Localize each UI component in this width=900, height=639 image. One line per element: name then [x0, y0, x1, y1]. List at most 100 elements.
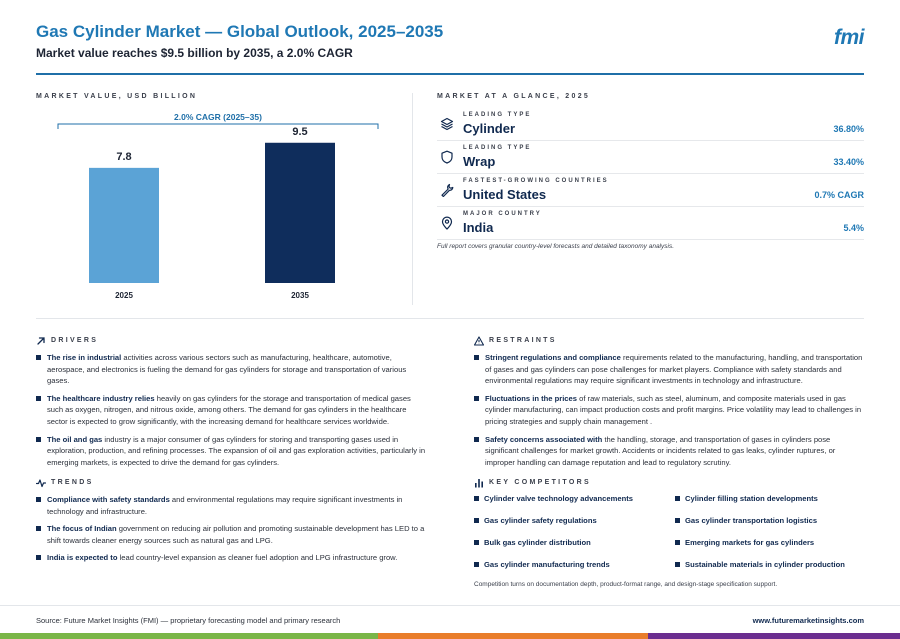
competitors-label: KEY COMPETITORS: [489, 479, 591, 486]
website-link[interactable]: www.futuremarketinsights.com: [752, 616, 864, 625]
glance-kicker: FASTEST-GROWING COUNTRIES: [463, 178, 609, 184]
arrow-up-right-icon: [37, 337, 45, 345]
restraints-list: Stringent regulations and compliance req…: [474, 352, 864, 468]
glance-kicker: LEADING TYPE: [463, 145, 532, 151]
market-value-chart: 2.0% CAGR (2025–35) 7.8 2025 9.5 2035: [57, 112, 379, 300]
drivers-heading: DRIVERS: [36, 335, 426, 347]
color-band-purple: [648, 633, 900, 639]
glance-footnote: Full report covers granular country-leve…: [437, 243, 675, 250]
glance-value: 0.7% CAGR: [814, 190, 864, 200]
warning-icon: [474, 336, 484, 346]
bullet-text: lead country-level expansion as cleaner …: [117, 553, 398, 563]
list-item: The oil and gas industry is a major cons…: [36, 434, 426, 469]
fmi-logo[interactable]: fmi: [834, 26, 865, 49]
bar-2035: [265, 142, 335, 283]
bullet-text: of raw materials, such as steel, aluminu…: [485, 393, 862, 426]
category-label: 2035: [291, 291, 309, 300]
bullet-text: the handling, storage, and transportatio…: [485, 434, 836, 467]
pulse-icon: [36, 479, 46, 488]
bullet-lead: Fluctuations in the prices: [485, 393, 577, 403]
glance-name: Wrap: [463, 154, 496, 169]
glance-kicker: LEADING TYPE: [463, 112, 532, 118]
trends-section: TRENDS Compliance with safety standards …: [36, 477, 426, 570]
drivers-label: DRIVERS: [51, 337, 99, 344]
bullet-lead: Safety concerns associated with: [485, 434, 603, 444]
glance-list: LEADING TYPE Cylinder 36.80% LEADING TYP…: [437, 108, 864, 240]
competitors-heading: KEY COMPETITORS: [474, 477, 866, 489]
glance-row-india: MAJOR COUNTRY India 5.4%: [437, 207, 864, 240]
category-label: 2025: [115, 291, 133, 300]
list-item: Safety concerns associated with the hand…: [474, 434, 864, 469]
competitor-item: Cylinder filling station developments: [675, 494, 866, 503]
source-note: Source: Future Market Insights (FMI) — p…: [36, 616, 341, 625]
competitors-grid: Cylinder valve technology advancements C…: [474, 494, 866, 569]
glance-row-united-states: FASTEST-GROWING COUNTRIES United States …: [437, 174, 864, 207]
list-item: Compliance with safety standards and env…: [36, 494, 426, 517]
competitor-item: Sustainable materials in cylinder produc…: [675, 560, 866, 569]
bullet-text: and environmental regulations may requir…: [47, 495, 403, 516]
bullet-lead: The healthcare industry relies: [47, 393, 155, 403]
restraints-label: RESTRAINTS: [489, 337, 557, 344]
bullet-lead: Compliance with safety standards: [47, 495, 170, 504]
report-header: Gas Cylinder Market — Global Outlook, 20…: [36, 22, 865, 60]
bullet-lead: India is expected to: [47, 553, 118, 563]
list-item: The focus of Indian government on reduci…: [36, 523, 426, 546]
page-subtitle: Market value reaches $9.5 billion by 203…: [36, 46, 353, 60]
glance-name: Cylinder: [463, 121, 516, 136]
competitor-item: Cylinder valve technology advancements: [474, 494, 675, 503]
color-band-green: [0, 633, 378, 639]
cagr-bracket: [57, 123, 379, 129]
glance-name: United States: [463, 187, 547, 202]
competitors-footnote: Competition turns on documentation depth…: [474, 581, 778, 588]
color-band-orange: [378, 633, 648, 639]
drivers-list: The rise in industrial activities across…: [36, 352, 426, 468]
list-item: The healthcare industry relies heavily o…: [36, 393, 426, 428]
data-label: 7.8: [116, 151, 131, 163]
list-item: India is expected to lead country-level …: [36, 552, 426, 564]
shield-icon: [441, 150, 453, 164]
cagr-annotation: 2.0% CAGR (2025–35): [174, 112, 262, 122]
glance-row-wrap: LEADING TYPE Wrap 33.40%: [437, 141, 864, 174]
restraints-section: RESTRAINTS Stringent regulations and com…: [474, 335, 864, 474]
list-item: Stringent regulations and compliance req…: [474, 352, 864, 387]
section-divider: [36, 318, 864, 319]
competitor-item: Gas cylinder safety regulations: [474, 516, 675, 525]
restraints-heading: RESTRAINTS: [474, 335, 864, 347]
competitor-item: Bulk gas cylinder distribution: [474, 538, 675, 547]
bullet-text: industry is a major consumer of gas cyli…: [47, 434, 426, 467]
bullet-text: government on reducing air pollution and…: [47, 524, 425, 545]
glance-row-cylinder: LEADING TYPE Cylinder 36.80%: [437, 108, 864, 141]
glance-value: 33.40%: [833, 157, 864, 167]
layers-icon: [440, 117, 454, 131]
bullet-text: activities across various sectors such a…: [47, 353, 407, 386]
trends-heading: TRENDS: [36, 477, 426, 489]
competitor-item: Gas cylinder manufacturing trends: [474, 560, 675, 569]
glance-value: 5.4%: [843, 223, 864, 233]
glance-kicker: MAJOR COUNTRY: [463, 211, 542, 217]
bullet-lead: The rise in industrial: [47, 353, 122, 362]
header-divider: [36, 73, 864, 75]
trends-label: TRENDS: [51, 479, 94, 486]
competitor-item: Gas cylinder transportation logistics: [675, 516, 866, 525]
bullet-lead: Stringent regulations and compliance: [485, 353, 621, 362]
bullet-lead: The focus of Indian: [47, 524, 117, 534]
glance-name: India: [463, 220, 494, 235]
drivers-section: DRIVERS The rise in industrial activitie…: [36, 335, 426, 474]
trends-list: Compliance with safety standards and env…: [36, 494, 426, 564]
competitors-section: KEY COMPETITORS Cylinder valve technolog…: [474, 477, 866, 569]
data-label: 9.5: [292, 126, 307, 138]
vertical-divider: [412, 93, 413, 305]
competitor-item: Emerging markets for gas cylinders: [675, 538, 866, 547]
page-title: Gas Cylinder Market — Global Outlook, 20…: [36, 22, 444, 41]
wrench-icon: [441, 183, 454, 197]
list-item: Fluctuations in the prices of raw materi…: [474, 393, 864, 428]
bullet-text: heavily on gas cylinders for the storage…: [47, 393, 411, 426]
bullet-lead: The oil and gas: [47, 434, 103, 444]
bar-2025: [89, 167, 159, 283]
footer-divider: [0, 605, 900, 606]
bar-chart-icon: [475, 479, 483, 488]
glance-value: 36.80%: [833, 124, 864, 134]
glance-section-label: MARKET AT A GLANCE, 2025: [437, 93, 591, 100]
bullet-text: requirements related to the manufacturin…: [485, 353, 863, 386]
map-pin-icon: [441, 216, 453, 230]
